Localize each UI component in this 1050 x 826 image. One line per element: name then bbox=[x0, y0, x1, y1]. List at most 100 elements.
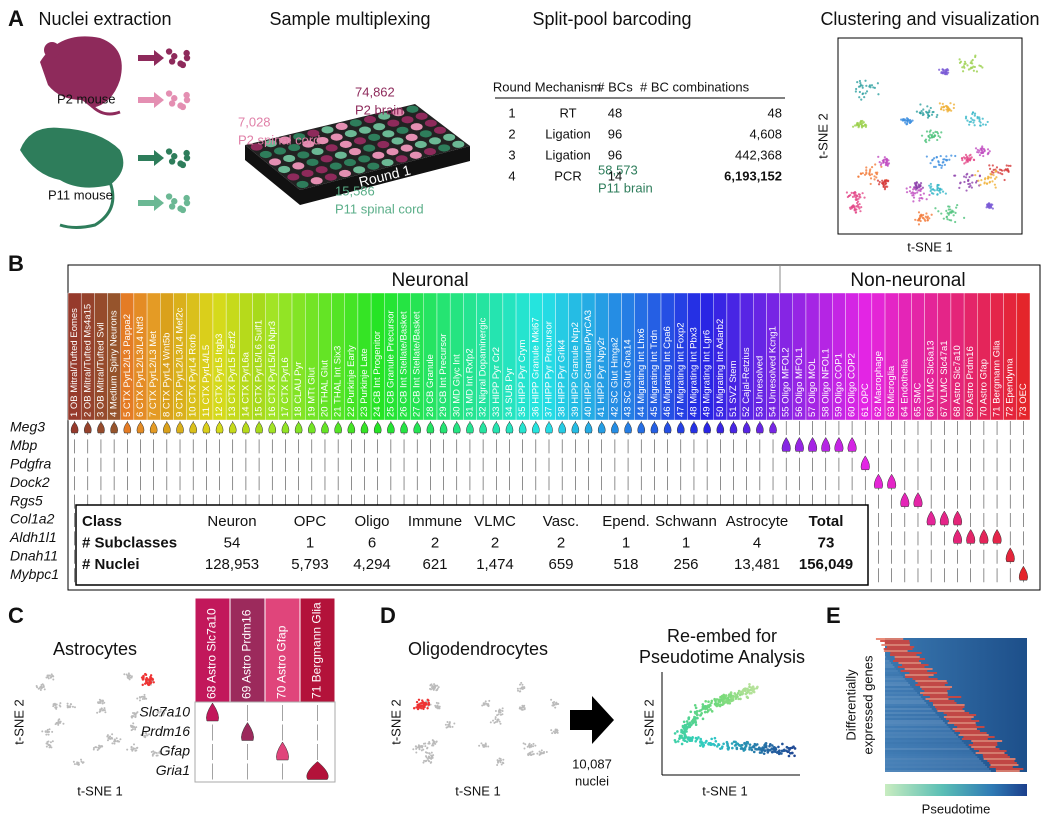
cell-dot bbox=[422, 761, 425, 764]
cell-dot bbox=[427, 759, 430, 762]
cell-dot bbox=[903, 119, 906, 122]
cell-dot bbox=[497, 713, 500, 716]
cell-dot bbox=[718, 704, 721, 707]
summary-cell: 2 bbox=[557, 534, 565, 551]
barcode-table: Round Mechanism# BCs # BC combinations 1 RT 4… bbox=[493, 79, 785, 183]
cell-dot bbox=[947, 208, 950, 211]
cell-dot bbox=[870, 84, 874, 87]
tsne-box bbox=[837, 37, 1023, 235]
cell-dot bbox=[918, 199, 921, 202]
panel-title: Nuclei extraction bbox=[38, 9, 171, 29]
sample-name: P2 spinal cord bbox=[238, 132, 320, 147]
heatmap-row bbox=[884, 642, 910, 644]
cell-dot bbox=[126, 674, 129, 677]
cell-dot bbox=[152, 752, 155, 755]
cell-dot bbox=[981, 145, 984, 148]
cell-dot bbox=[918, 197, 921, 200]
cell-dot bbox=[52, 678, 55, 681]
cell-dot bbox=[983, 150, 986, 153]
cell-dot bbox=[758, 751, 762, 754]
cell-dot bbox=[428, 752, 431, 755]
cell-dot bbox=[976, 117, 979, 120]
well bbox=[335, 122, 348, 131]
cell-dot bbox=[964, 176, 968, 179]
violin bbox=[952, 528, 963, 544]
well bbox=[415, 112, 428, 120]
cell-dot bbox=[991, 203, 994, 206]
cluster-label: 65 SMC bbox=[913, 383, 924, 417]
cell-dot bbox=[694, 716, 697, 719]
cell-dot bbox=[725, 740, 729, 744]
cell-dot bbox=[971, 62, 974, 65]
cell-dot bbox=[726, 696, 730, 700]
table-cell: 442,368 bbox=[735, 147, 782, 162]
violin bbox=[597, 421, 606, 434]
heatmap-row bbox=[885, 768, 990, 770]
cell-dot bbox=[126, 748, 129, 751]
highlight-dot bbox=[149, 680, 152, 683]
grid-box bbox=[194, 701, 336, 783]
cell-dot bbox=[484, 743, 487, 746]
violin bbox=[176, 421, 184, 434]
summary-cell: Epend. bbox=[602, 513, 650, 530]
cell-dot bbox=[852, 204, 855, 207]
cell-dot bbox=[764, 749, 767, 752]
cell-dot bbox=[494, 709, 497, 712]
cell-dot bbox=[46, 728, 49, 731]
summary-cell: VLMC bbox=[474, 513, 516, 530]
violin bbox=[676, 421, 685, 434]
summary-table-box bbox=[75, 504, 869, 586]
violin bbox=[347, 421, 356, 434]
cell-dot bbox=[415, 747, 418, 750]
cell-dot bbox=[972, 121, 975, 124]
cell-dot bbox=[911, 194, 914, 197]
well bbox=[367, 162, 380, 170]
cell-dot bbox=[82, 761, 85, 764]
highlight-dot bbox=[145, 679, 148, 683]
heatmap-row bbox=[883, 650, 908, 652]
heatmap-row bbox=[960, 732, 987, 734]
cell-dot bbox=[76, 763, 79, 766]
cell-dot bbox=[710, 737, 713, 741]
well bbox=[382, 130, 395, 138]
cell-dot bbox=[756, 685, 759, 689]
cell-dot bbox=[46, 742, 49, 745]
violin bbox=[518, 421, 527, 434]
heatmap-row bbox=[885, 730, 953, 732]
nucleus-icon bbox=[171, 53, 178, 60]
cell-dot bbox=[556, 729, 559, 732]
gene-label: Gria1 bbox=[156, 762, 190, 778]
heatmap-row bbox=[885, 666, 895, 668]
cell-dot bbox=[111, 733, 114, 736]
heatmap-row bbox=[885, 710, 934, 712]
cell-dot bbox=[155, 751, 158, 754]
cell-dot bbox=[966, 156, 969, 159]
violin bbox=[202, 421, 211, 434]
well bbox=[377, 140, 390, 149]
heatmap-row bbox=[885, 712, 936, 714]
cell-dot bbox=[938, 102, 941, 105]
cell-dot bbox=[983, 182, 986, 185]
violin bbox=[794, 436, 804, 452]
cell-dot bbox=[851, 125, 855, 128]
violin bbox=[637, 421, 646, 434]
highlight-dot bbox=[416, 707, 420, 711]
cell-dot bbox=[926, 216, 929, 220]
panel-label: A bbox=[8, 6, 24, 31]
heatmap-row bbox=[962, 738, 988, 740]
gene-label: Gfap bbox=[160, 743, 191, 759]
cell-dot bbox=[681, 724, 685, 728]
summary-cell: 6 bbox=[368, 534, 376, 551]
cell-dot bbox=[744, 689, 747, 693]
cell-dot bbox=[46, 730, 49, 733]
cell-dot bbox=[881, 159, 884, 162]
cell-dot bbox=[113, 740, 116, 743]
violin bbox=[452, 421, 461, 434]
cell-dot bbox=[731, 746, 734, 750]
violin bbox=[373, 421, 382, 434]
cell-dot bbox=[35, 684, 38, 687]
cell-dot bbox=[683, 739, 687, 743]
mouse-label: P11 mouse bbox=[48, 187, 113, 202]
cell-dot bbox=[853, 206, 856, 209]
cell-dot bbox=[850, 191, 853, 194]
